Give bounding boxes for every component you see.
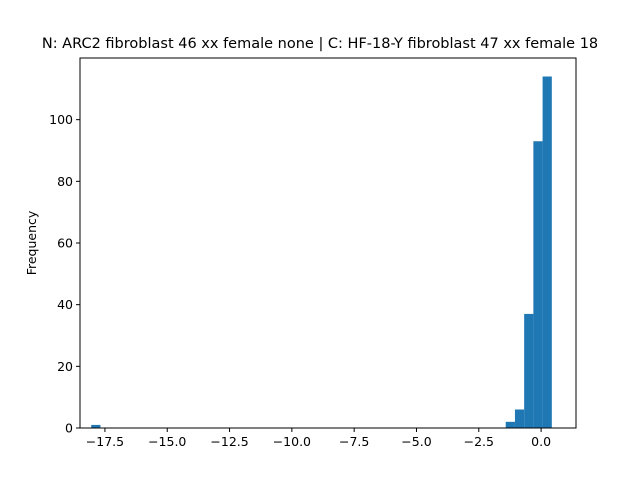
histogram-bar <box>533 141 543 428</box>
histogram-bar <box>505 421 515 428</box>
histogram-bar <box>542 76 552 428</box>
y-axis: 0 20 40 60 80 100 <box>49 112 80 436</box>
y-tick-label: 0 <box>65 421 73 436</box>
x-axis: −17.5 −15.0 −12.5 −10.0 −7.5 −5.0 −2.5 0.0 <box>86 428 551 449</box>
x-tick-label: −7.5 <box>339 434 369 449</box>
histogram-bar <box>91 424 101 428</box>
y-tick-label: 80 <box>57 174 73 189</box>
histogram-bar <box>524 313 534 428</box>
y-axis-title: Frequency <box>24 210 39 275</box>
plot-frame <box>79 57 577 429</box>
x-tick-label: −15.0 <box>148 434 186 449</box>
x-tick-label: −10.0 <box>273 434 311 449</box>
x-tick-label: −5.0 <box>401 434 431 449</box>
x-tick-label: −12.5 <box>210 434 248 449</box>
x-tick-label: −17.5 <box>86 434 124 449</box>
x-tick-label: 0.0 <box>531 434 551 449</box>
histogram-bars <box>91 76 552 428</box>
y-tick-label: 40 <box>57 297 73 312</box>
y-tick-label: 60 <box>57 236 73 251</box>
y-tick-label: 20 <box>57 359 73 374</box>
x-tick-label: −2.5 <box>464 434 494 449</box>
chart-title: N: ARC2 fibroblast 46 xx female none | C… <box>42 36 598 52</box>
histogram-bar <box>514 409 525 428</box>
y-tick-label: 100 <box>49 112 73 127</box>
